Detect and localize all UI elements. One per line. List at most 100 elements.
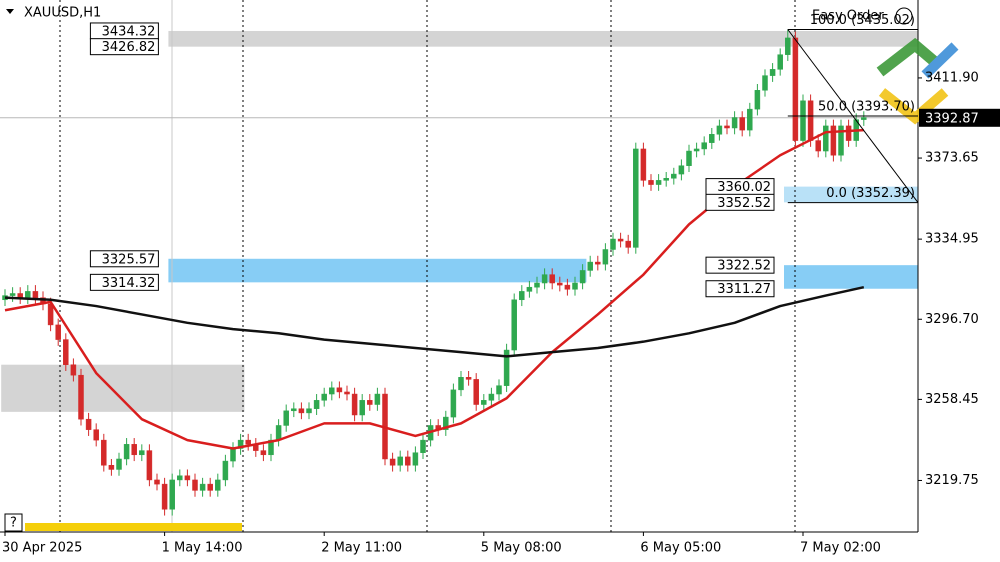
candle-body	[724, 125, 730, 129]
price-label-box	[89, 38, 159, 56]
help-button[interactable]	[4, 513, 23, 532]
candle-body	[85, 418, 92, 430]
candle-body	[845, 125, 852, 141]
fib-label: 0.0 (3352.39)	[826, 186, 915, 201]
candle-body	[298, 408, 305, 414]
candle-body	[336, 387, 343, 393]
candle-body	[541, 274, 548, 284]
candle-body	[367, 400, 373, 405]
candle-body	[686, 150, 692, 166]
zone	[1, 364, 245, 412]
candle-body	[481, 400, 487, 405]
candle-body	[792, 37, 799, 141]
candle-body	[374, 393, 381, 405]
moving-average	[4, 285, 865, 358]
logo	[876, 37, 959, 125]
candle-body	[321, 393, 327, 401]
candle-body	[557, 282, 563, 286]
candle-body	[260, 450, 267, 456]
candle-body	[108, 465, 115, 470]
candle-body	[405, 456, 411, 466]
price-label: 3311.27	[717, 282, 771, 297]
price-label: 3426.82	[102, 40, 156, 55]
candle-body	[800, 100, 806, 141]
y-tick-label: 3334.95	[925, 232, 979, 247]
candle-body	[9, 293, 16, 296]
easy-order-label[interactable]: Easy Order	[812, 9, 884, 24]
candle-body	[587, 261, 593, 271]
candle-body	[177, 475, 183, 481]
zone	[784, 265, 918, 289]
candle-body	[283, 410, 289, 426]
x-tick-label: 6 May 05:00	[640, 541, 721, 556]
candle-body	[731, 117, 738, 129]
price-label-box	[705, 280, 775, 298]
candle-body	[25, 291, 31, 298]
fib-label: 100.0 (3435.02)	[810, 13, 915, 28]
candle-body	[633, 148, 639, 248]
price-label: 3434.32	[102, 24, 156, 39]
title-arrow[interactable]	[6, 9, 14, 14]
price-label: 3322.52	[717, 259, 771, 274]
candle-body	[161, 483, 168, 510]
candle-body	[207, 483, 213, 491]
candle-body	[458, 377, 464, 391]
candle-body	[359, 400, 365, 416]
candle-body	[549, 274, 555, 284]
help-label: ?	[10, 516, 17, 531]
candle-body	[184, 475, 191, 481]
candle-body	[823, 125, 829, 152]
candle-body	[389, 458, 396, 466]
price-label: 3314.32	[102, 276, 156, 291]
candle-body	[496, 385, 502, 395]
y-tick-label: 3219.75	[925, 473, 979, 488]
candle-body	[139, 450, 145, 456]
candle-body	[123, 444, 130, 460]
candle-body	[648, 180, 654, 185]
candle-body	[564, 284, 571, 290]
candle-body	[70, 364, 77, 376]
x-tick-label: 5 May 08:00	[481, 541, 562, 556]
fib-label: 50.0 (3393.70)	[818, 100, 915, 115]
candle-body	[861, 117, 867, 120]
candle-body	[526, 286, 533, 292]
candle-body	[617, 238, 624, 242]
candle-body	[306, 408, 312, 414]
price-label: 3352.52	[717, 196, 771, 211]
candle-body	[78, 374, 84, 420]
y-tick-label: 3373.65	[925, 151, 979, 166]
x-tick-label: 1 May 14:00	[162, 541, 243, 556]
current-price-label: 3392.87	[925, 111, 979, 126]
current-price-tag	[919, 108, 1000, 127]
candle-body	[32, 291, 39, 298]
price-label-box	[705, 193, 775, 211]
candle-body	[579, 270, 586, 284]
candle-body	[678, 165, 685, 175]
candle-body	[412, 452, 419, 466]
x-tick-label: 7 May 02:00	[800, 541, 881, 556]
candle-body	[534, 282, 540, 288]
candle-body	[154, 479, 160, 485]
easy-order-icon[interactable]	[895, 7, 913, 25]
fib-trendline	[787, 29, 919, 203]
candle-body	[709, 134, 715, 143]
candle-body	[291, 408, 297, 412]
candle-body	[640, 148, 647, 181]
candle-body	[222, 460, 229, 481]
logo-blue	[921, 42, 959, 79]
x-tick-label: 2 May 11:00	[321, 541, 402, 556]
candle-body	[55, 324, 61, 340]
candle-body	[610, 238, 616, 250]
candle-body	[625, 240, 631, 248]
candle-body	[838, 125, 844, 156]
y-tick-label: 3258.45	[925, 392, 979, 407]
candle-body	[747, 108, 753, 131]
candle-body	[63, 339, 69, 365]
candle-body	[602, 249, 609, 265]
logo-yellow	[878, 88, 949, 125]
candle-body	[655, 180, 662, 185]
candle-body	[116, 458, 122, 470]
zone	[784, 186, 918, 203]
candle-body	[595, 261, 601, 265]
